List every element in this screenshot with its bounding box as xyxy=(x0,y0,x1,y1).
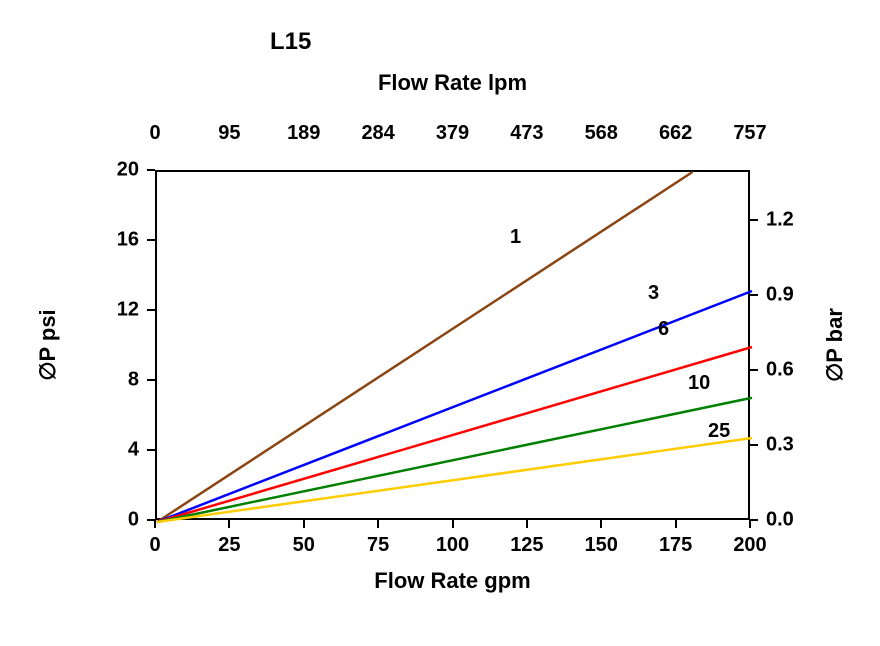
x-bottom-tick xyxy=(749,520,751,528)
x-bottom-tick-label: 150 xyxy=(585,534,618,557)
y-right-tick-label: 0.9 xyxy=(766,284,794,307)
series-line xyxy=(157,398,752,522)
y-right-tick xyxy=(750,369,758,371)
x-top-tick-label: 757 xyxy=(733,122,766,145)
x-bottom-tick xyxy=(154,520,156,528)
y-left-tick-label: 0 xyxy=(128,509,139,532)
x-top-tick-label: 473 xyxy=(510,122,543,145)
x-top-tick-label: 662 xyxy=(659,122,692,145)
x-top-tick-label: 379 xyxy=(436,122,469,145)
plot-area xyxy=(155,170,750,520)
series-label: 1 xyxy=(510,226,521,249)
x-top-tick-label: 284 xyxy=(361,122,394,145)
y-right-tick xyxy=(750,444,758,446)
x-bottom-tick-label: 75 xyxy=(367,534,389,557)
x-top-tick-label: 189 xyxy=(287,122,320,145)
y-left-tick xyxy=(147,169,155,171)
y-left-tick xyxy=(147,379,155,381)
x-bottom-tick-label: 200 xyxy=(733,534,766,557)
x-bottom-tick-label: 125 xyxy=(510,534,543,557)
y-left-tick-label: 4 xyxy=(128,439,139,462)
series-label: 10 xyxy=(688,372,710,395)
x-bottom-tick xyxy=(228,520,230,528)
x-bottom-tick-label: 50 xyxy=(293,534,315,557)
y-left-tick-label: 8 xyxy=(128,369,139,392)
chart-container: L15 Flow Rate lpm Flow Rate gpm ∅P psi ∅… xyxy=(0,0,880,646)
y-left-tick xyxy=(147,239,155,241)
x-top-tick-label: 95 xyxy=(218,122,240,145)
y-left-tick-label: 12 xyxy=(117,299,139,322)
x-bottom-tick xyxy=(526,520,528,528)
y-left-axis-title: ∅P psi xyxy=(35,309,61,380)
y-right-tick xyxy=(750,294,758,296)
x-top-axis-title: Flow Rate lpm xyxy=(378,70,527,96)
series-label: 3 xyxy=(648,282,659,305)
chart-title: L15 xyxy=(270,28,311,56)
y-right-tick-label: 1.2 xyxy=(766,209,794,232)
x-bottom-tick xyxy=(452,520,454,528)
y-left-tick-label: 20 xyxy=(117,159,139,182)
y-right-tick xyxy=(750,519,758,521)
y-right-tick-label: 0.0 xyxy=(766,509,794,532)
y-right-tick-label: 0.3 xyxy=(766,434,794,457)
y-left-tick xyxy=(147,309,155,311)
y-left-tick-label: 16 xyxy=(117,229,139,252)
series-label: 25 xyxy=(708,420,730,443)
y-left-tick xyxy=(147,449,155,451)
y-right-tick xyxy=(750,219,758,221)
x-bottom-axis-title: Flow Rate gpm xyxy=(374,568,530,594)
x-bottom-tick xyxy=(377,520,379,528)
series-line xyxy=(157,347,752,522)
series-line xyxy=(157,438,752,522)
x-bottom-tick-label: 100 xyxy=(436,534,469,557)
x-top-tick-label: 568 xyxy=(585,122,618,145)
y-right-axis-title: ∅P bar xyxy=(822,308,848,382)
x-bottom-tick xyxy=(303,520,305,528)
x-bottom-tick-label: 175 xyxy=(659,534,692,557)
x-top-tick-label: 0 xyxy=(149,122,160,145)
y-right-tick-label: 0.6 xyxy=(766,359,794,382)
y-left-tick xyxy=(147,519,155,521)
x-bottom-tick xyxy=(600,520,602,528)
x-bottom-tick-label: 0 xyxy=(149,534,160,557)
x-bottom-tick-label: 25 xyxy=(218,534,240,557)
series-label: 6 xyxy=(658,318,669,341)
series-line xyxy=(157,172,693,522)
series-lines xyxy=(157,172,752,522)
x-bottom-tick xyxy=(675,520,677,528)
